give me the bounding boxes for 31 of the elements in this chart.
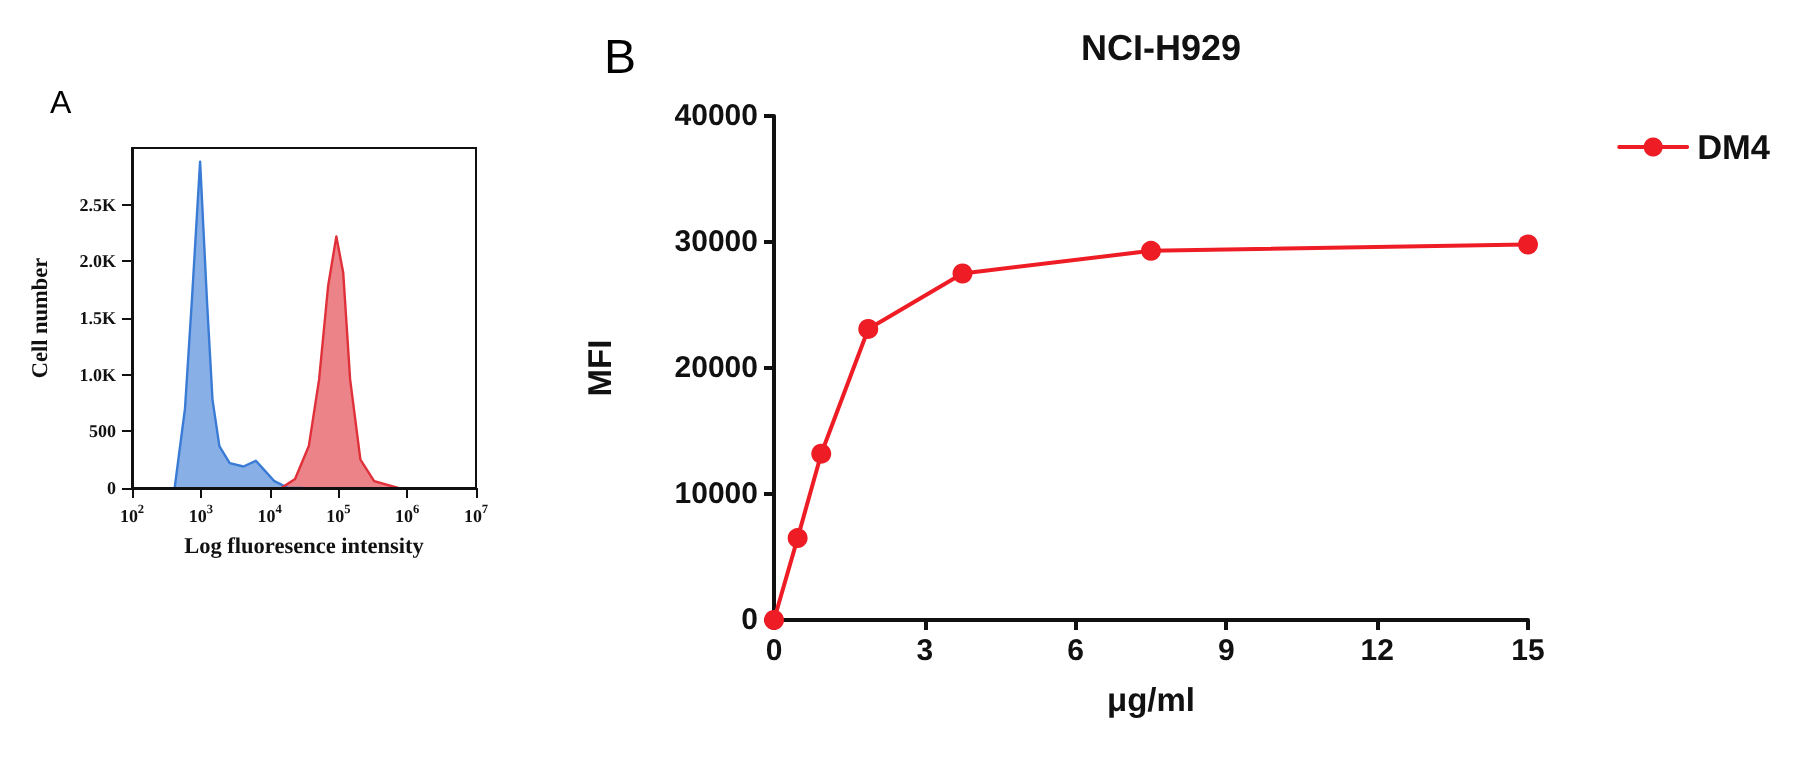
chart-title: NCI-H929 — [1080, 28, 1242, 68]
y-tick-label: 0 — [107, 478, 117, 498]
point — [1141, 240, 1161, 261]
x-tick-label: 0 — [765, 634, 783, 668]
x-axis-title: Log fluoresence intensity — [184, 535, 425, 559]
point — [811, 443, 832, 464]
y-tick-label: 20000 — [674, 351, 758, 385]
text: B — [604, 31, 637, 85]
y-tick-label: 500 — [89, 421, 117, 442]
y-axis-title: MFI — [583, 339, 619, 397]
y-tick-label: 0 — [741, 603, 758, 637]
y-tick-label: 2.0K — [79, 251, 116, 272]
point — [787, 528, 808, 549]
x-tick-label: 9 — [1218, 634, 1235, 668]
x-tick-label: 12 — [1360, 634, 1394, 668]
x-axis-title: μg/ml — [1106, 683, 1196, 719]
y-axis-title: Cell number — [29, 257, 53, 379]
x-tick-label: 6 — [1067, 634, 1084, 668]
point — [858, 318, 879, 339]
y-tick-label: 30000 — [674, 225, 758, 259]
x-tick-label: 3 — [916, 634, 934, 668]
y-tick-label: 40000 — [674, 99, 758, 133]
legend-label: DM4 — [1697, 127, 1771, 167]
y-tick-label: 10000 — [674, 477, 758, 511]
y-tick-label: 2.5K — [79, 194, 116, 215]
x-tick-label: 15 — [1511, 634, 1545, 668]
y-tick-label: 1.0K — [79, 364, 116, 385]
point — [1518, 234, 1538, 255]
text: A — [50, 87, 72, 121]
point — [952, 263, 973, 284]
y-tick-label: 1.5K — [79, 308, 116, 328]
